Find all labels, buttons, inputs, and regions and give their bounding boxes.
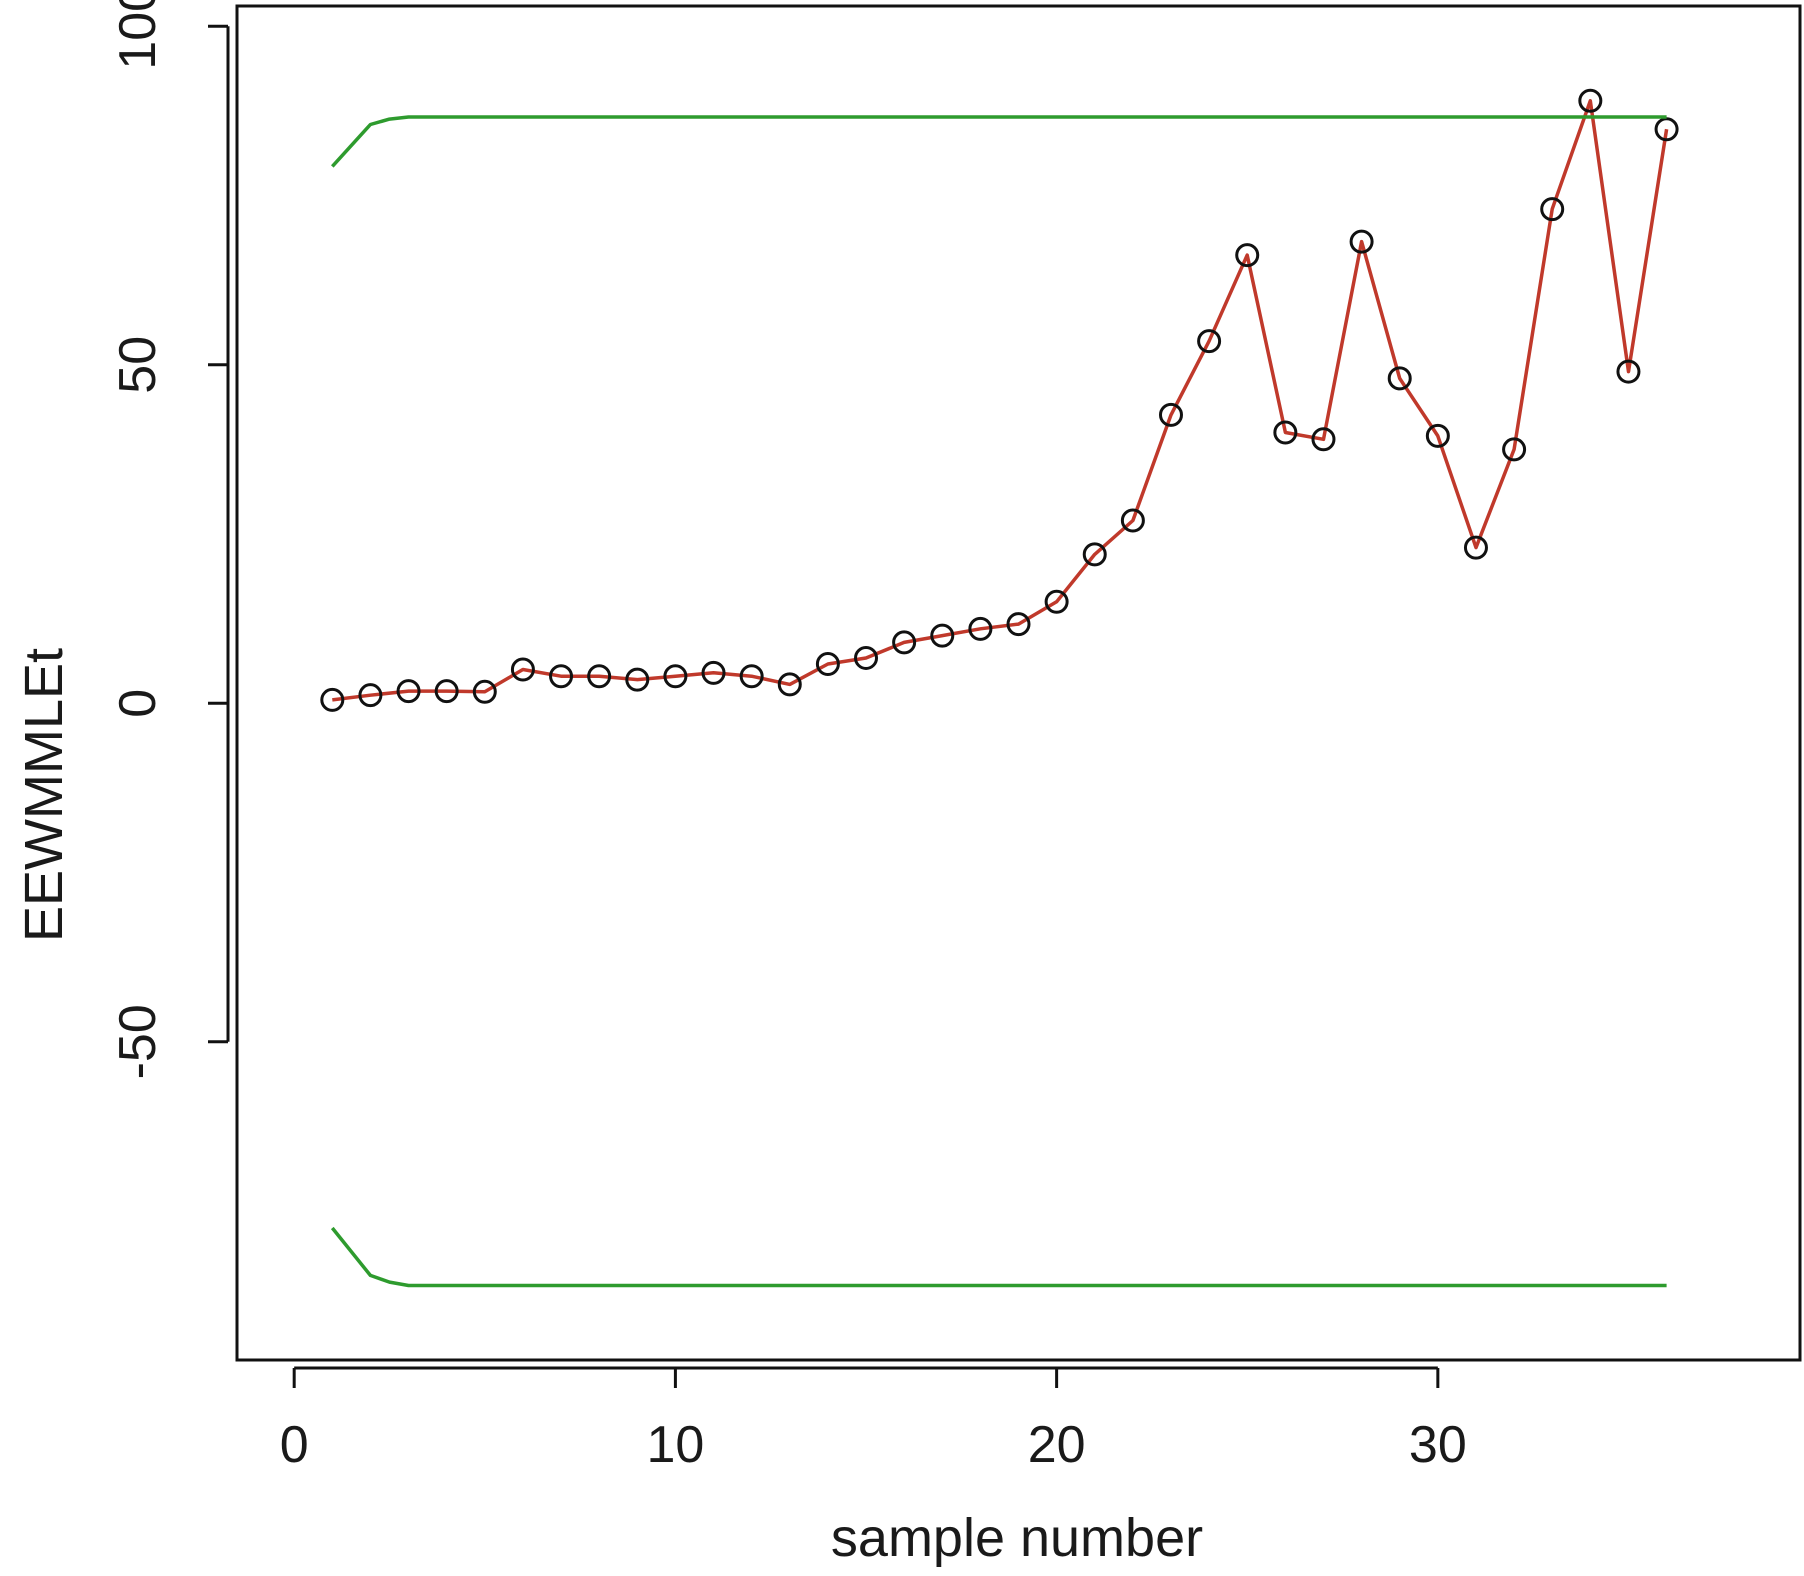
data-point bbox=[1463, 535, 1488, 560]
data-point bbox=[1197, 329, 1222, 354]
data-point bbox=[854, 645, 879, 670]
data-point bbox=[358, 683, 383, 708]
x-axis-title: sample number bbox=[831, 1508, 1203, 1568]
x-tick-label: 10 bbox=[646, 1416, 704, 1474]
data-point bbox=[892, 630, 917, 655]
data-point bbox=[1540, 197, 1565, 222]
data-point bbox=[815, 652, 840, 677]
data-point bbox=[968, 616, 993, 641]
data-point bbox=[1616, 359, 1641, 384]
data-point bbox=[587, 664, 612, 689]
data-point bbox=[1349, 229, 1374, 254]
data-point bbox=[1425, 423, 1450, 448]
data-point bbox=[1120, 508, 1145, 533]
plot-frame bbox=[235, 4, 1802, 1362]
y-tick-label: -50 bbox=[109, 1004, 167, 1079]
data-point bbox=[434, 679, 459, 704]
y-tick-label: 100 bbox=[109, 0, 167, 70]
data-point bbox=[663, 664, 688, 689]
x-tick-label: 30 bbox=[1409, 1416, 1467, 1474]
y-axis-title: EEWMMLEt bbox=[14, 648, 74, 942]
data-point bbox=[1502, 437, 1527, 462]
data-point bbox=[739, 664, 764, 689]
statistic-line bbox=[332, 99, 1669, 702]
data-point bbox=[549, 664, 574, 689]
data-point bbox=[1311, 427, 1336, 452]
data-point bbox=[930, 623, 955, 648]
upper-control-limit-line bbox=[331, 115, 1667, 168]
data-point bbox=[396, 679, 421, 704]
data-point bbox=[1006, 612, 1031, 637]
data-point bbox=[1273, 420, 1298, 445]
x-tick-label: 20 bbox=[1028, 1416, 1086, 1474]
data-point bbox=[1082, 542, 1107, 567]
data-point bbox=[625, 667, 650, 692]
data-point bbox=[777, 672, 802, 697]
data-point bbox=[701, 660, 726, 685]
data-point bbox=[510, 657, 535, 682]
data-point bbox=[1387, 366, 1412, 391]
data-point bbox=[320, 687, 345, 712]
data-point bbox=[1578, 88, 1603, 113]
data-point bbox=[1044, 589, 1069, 614]
axes-layer: 0 10 20 30 -50 0 50 100 bbox=[109, 0, 1802, 1474]
y-tick-label: 0 bbox=[109, 689, 167, 718]
lower-control-limit-line bbox=[330, 1226, 1667, 1288]
data-point bbox=[1158, 402, 1183, 427]
y-tick-label: 50 bbox=[109, 336, 167, 394]
series-layer bbox=[320, 88, 1679, 1288]
data-point bbox=[1235, 243, 1260, 268]
data-point bbox=[472, 679, 497, 704]
x-tick-label: 0 bbox=[280, 1416, 309, 1474]
